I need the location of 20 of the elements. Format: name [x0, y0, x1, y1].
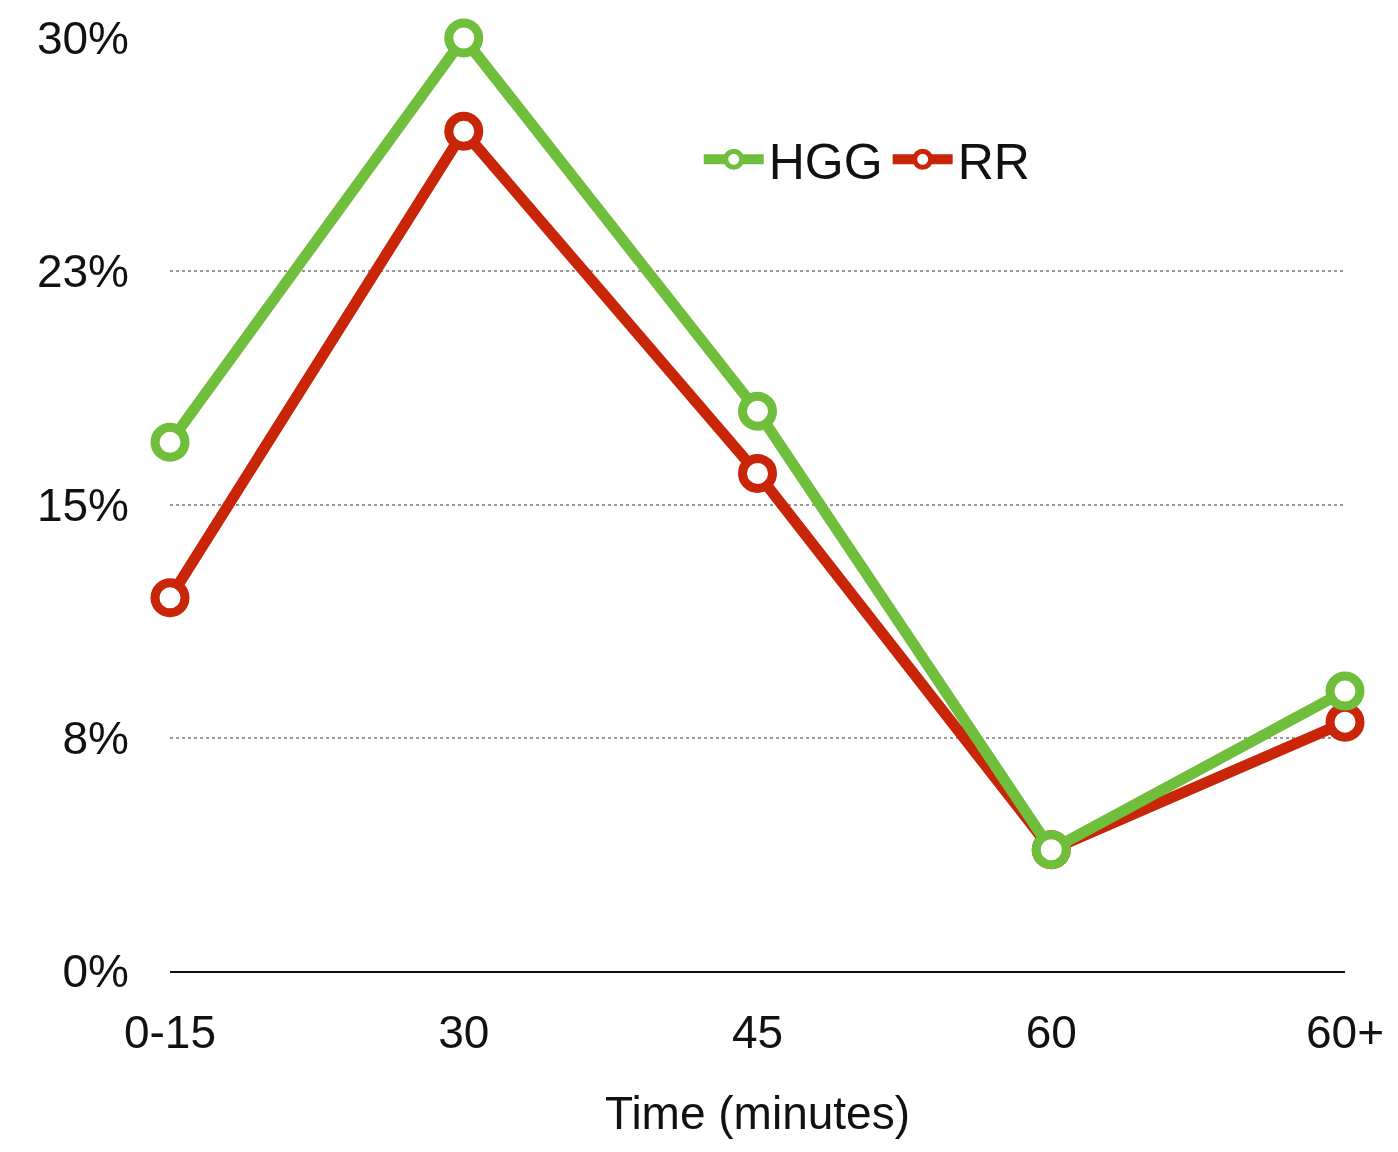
- x-tick-label: 30: [438, 1006, 490, 1059]
- point: [738, 453, 777, 493]
- legend-label: HGG: [768, 133, 883, 190]
- x-tick-label: 0-15: [123, 1006, 217, 1059]
- point: [150, 422, 190, 462]
- point: [738, 391, 777, 431]
- y-tick-label: 15%: [36, 478, 129, 531]
- point: [150, 578, 190, 618]
- x-tick-label: 60: [1025, 1006, 1077, 1059]
- point: [444, 111, 484, 151]
- point: [1325, 671, 1365, 711]
- y-tick-label: 30%: [36, 12, 129, 65]
- y-tick-label: 8%: [62, 711, 129, 764]
- y-tick-label: 23%: [36, 245, 129, 298]
- x-tick-label: 45: [731, 1006, 784, 1059]
- y-tick-label: 0%: [62, 945, 129, 998]
- legend-label: RR: [957, 133, 1030, 190]
- x-axis-title: Time (minutes): [605, 1087, 910, 1140]
- x-tick-label: 60+: [1305, 1006, 1385, 1059]
- point: [444, 18, 484, 58]
